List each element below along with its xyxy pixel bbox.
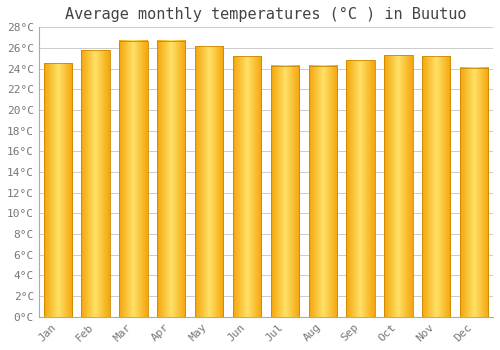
Bar <box>270 65 299 317</box>
Bar <box>384 55 412 317</box>
Bar <box>422 56 450 317</box>
Bar <box>308 65 337 317</box>
Bar <box>119 41 148 317</box>
Bar <box>233 56 261 317</box>
Bar <box>44 63 72 317</box>
Bar <box>346 61 375 317</box>
Bar <box>157 41 186 317</box>
Title: Average monthly temperatures (°C ) in Buutuo: Average monthly temperatures (°C ) in Bu… <box>65 7 466 22</box>
Bar <box>82 50 110 317</box>
Bar <box>460 68 488 317</box>
Bar <box>195 46 224 317</box>
